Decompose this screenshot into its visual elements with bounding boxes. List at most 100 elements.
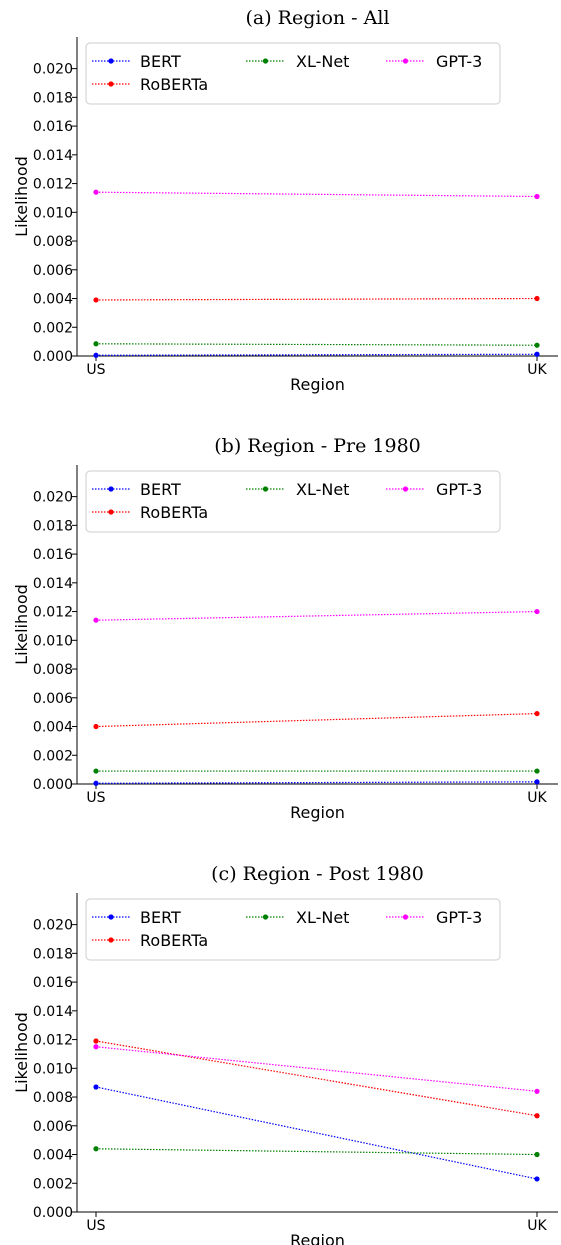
y-tick-label: 0.000 [33, 349, 73, 365]
series-line-roberta [95, 712, 538, 728]
x-tick-label: UK [527, 362, 547, 378]
y-tick-label: 0.004 [33, 292, 73, 308]
chart-panel-2: (b) Region - Pre 1980 0.000 0.002 0.004 0.00… [12, 435, 558, 822]
chart-title: (b) Region - Pre 1980 [214, 435, 421, 457]
series-line-roberta [95, 1040, 538, 1117]
x-axis-label: Region [290, 803, 345, 822]
data-point-roberta [93, 297, 99, 303]
legend-label: XL-Net [296, 480, 349, 499]
series-line-xl-net [95, 343, 538, 346]
chart-panel-3: (c) Region - Post 1980 0.000 0.002 0.004 0.0… [12, 863, 558, 1245]
y-tick-label: 0.014 [33, 148, 73, 164]
data-point-roberta [534, 710, 540, 717]
y-axis-label: Likelihood [12, 584, 31, 665]
y-axis-label: Likelihood [12, 1012, 31, 1093]
data-point-gpt-3 [534, 193, 540, 200]
legend-label: XL-Net [296, 52, 349, 71]
data-point-bert [93, 1084, 99, 1090]
y-tick-label: 0.010 [33, 633, 73, 649]
y-tick-label: 0.004 [33, 720, 73, 736]
legend: BERT XL-Net GPT-3 RoBERTa [85, 470, 501, 533]
data-point-bert [93, 780, 99, 786]
data-point-gpt-3 [93, 1044, 99, 1050]
y-tick-label: 0.004 [33, 1148, 73, 1164]
y-tick-label: 0.016 [33, 119, 73, 135]
y-tick-label: 0.016 [33, 975, 73, 991]
data-point-bert [534, 351, 540, 357]
legend-swatch-marker [402, 486, 409, 492]
y-tick-label: 0.016 [33, 547, 73, 563]
legend-box [85, 42, 501, 105]
y-tick-label: 0.018 [33, 946, 73, 962]
x-tick-label: UK [527, 790, 547, 806]
data-point-gpt-3 [534, 1088, 540, 1094]
data-point-roberta [534, 1113, 540, 1119]
data-point-bert [534, 779, 540, 785]
legend-label: GPT-3 [436, 52, 482, 71]
y-tick-label: 0.018 [33, 518, 73, 534]
legend-swatch-marker [108, 509, 114, 515]
y-tick-label: 0.002 [33, 1176, 73, 1192]
data-point-roberta [534, 295, 540, 302]
series-line-bert [95, 353, 538, 356]
series-line-bert [95, 781, 538, 784]
y-tick-label: 0.008 [33, 1090, 73, 1106]
legend-swatch-marker [262, 914, 269, 920]
legend-swatch-marker [262, 58, 269, 64]
series-line-gpt-3 [95, 610, 538, 621]
legend-swatch-marker [262, 486, 269, 492]
data-point-xl-net [93, 768, 99, 774]
legend-swatch-marker [108, 81, 114, 87]
y-tick-label: 0.020 [33, 490, 73, 506]
legend-label: BERT [140, 480, 181, 499]
y-tick-label: 0.012 [33, 177, 73, 193]
y-tick-label: 0.008 [33, 662, 73, 678]
y-tick-label: 0.020 [33, 62, 73, 78]
legend-swatch-marker [402, 58, 409, 64]
y-axis-label: Likelihood [12, 156, 31, 237]
data-point-xl-net [534, 768, 540, 774]
legend-label: BERT [140, 908, 181, 927]
data-point-xl-net [534, 342, 540, 348]
data-point-gpt-3 [93, 189, 99, 195]
y-tick-label: 0.002 [33, 320, 73, 336]
legend-swatch-marker [108, 58, 114, 64]
legend-label: RoBERTa [140, 75, 208, 94]
x-tick-label: UK [527, 1218, 547, 1234]
legend: BERT XL-Net GPT-3 RoBERTa [85, 898, 501, 961]
y-tick-label: 0.000 [33, 777, 73, 793]
y-tick-label: 0.012 [33, 605, 73, 621]
legend-swatch-marker [108, 486, 114, 492]
y-tick-label: 0.006 [33, 691, 73, 707]
series-line-xl-net [95, 1148, 538, 1156]
data-point-bert [93, 352, 99, 358]
legend-label: BERT [140, 52, 181, 71]
legend-box [85, 898, 501, 961]
x-tick-label: US [86, 1218, 105, 1234]
x-axis-label: Region [290, 1231, 345, 1245]
y-tick-label: 0.000 [33, 1205, 73, 1221]
y-tick-label: 0.020 [33, 918, 73, 934]
legend-label: XL-Net [296, 908, 349, 927]
legend: BERT XL-Net GPT-3 RoBERTa [85, 42, 501, 105]
legend-swatch-marker [108, 914, 114, 920]
data-point-xl-net [93, 1146, 99, 1152]
data-point-gpt-3 [93, 617, 99, 623]
y-tick-label: 0.010 [33, 205, 73, 221]
y-tick-label: 0.002 [33, 748, 73, 764]
y-tick-label: 0.014 [33, 1004, 73, 1020]
legend-swatch-marker [402, 914, 409, 920]
x-tick-label: US [86, 362, 105, 378]
chart-panel-1: (a) Region - All 0.000 0.002 0.004 0.006 0.00… [12, 7, 558, 394]
data-point-xl-net [534, 1151, 540, 1158]
data-point-gpt-3 [534, 608, 540, 615]
data-point-roberta [93, 723, 99, 730]
data-point-bert [534, 1176, 540, 1182]
y-tick-label: 0.014 [33, 576, 73, 592]
data-point-roberta [93, 1038, 99, 1044]
data-point-xl-net [93, 341, 99, 347]
legend-box [85, 470, 501, 533]
y-tick-label: 0.012 [33, 1033, 73, 1049]
chart-title: (c) Region - Post 1980 [211, 863, 424, 885]
